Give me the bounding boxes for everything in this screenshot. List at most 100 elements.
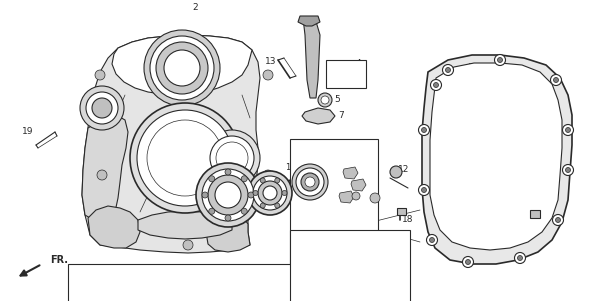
Text: 15: 15 <box>355 194 365 203</box>
Circle shape <box>418 125 430 135</box>
Circle shape <box>552 215 563 225</box>
Text: 13: 13 <box>264 57 276 67</box>
Circle shape <box>430 237 434 243</box>
Circle shape <box>253 176 287 210</box>
Polygon shape <box>397 208 406 215</box>
Circle shape <box>275 203 280 208</box>
Polygon shape <box>298 16 320 26</box>
Circle shape <box>210 136 254 180</box>
Circle shape <box>202 169 254 221</box>
Circle shape <box>494 54 506 66</box>
Bar <box>326 60 366 88</box>
Text: 11: 11 <box>345 153 355 162</box>
Circle shape <box>260 178 266 183</box>
Circle shape <box>248 171 292 215</box>
Text: 11: 11 <box>331 153 341 162</box>
Text: 5: 5 <box>334 95 340 104</box>
Circle shape <box>282 191 287 196</box>
Text: 6: 6 <box>299 17 304 26</box>
Text: 16: 16 <box>108 107 120 116</box>
Text: 4: 4 <box>356 58 362 67</box>
Polygon shape <box>422 55 572 264</box>
Circle shape <box>556 218 560 222</box>
Circle shape <box>86 92 118 124</box>
Circle shape <box>305 177 315 187</box>
Circle shape <box>144 30 220 106</box>
Circle shape <box>442 64 454 76</box>
Circle shape <box>445 67 451 73</box>
Circle shape <box>370 193 380 203</box>
Circle shape <box>296 168 324 196</box>
Text: 18: 18 <box>537 219 549 228</box>
Circle shape <box>292 164 328 200</box>
Circle shape <box>565 128 571 132</box>
Circle shape <box>550 75 562 85</box>
Circle shape <box>196 163 260 227</box>
Circle shape <box>418 185 430 196</box>
Circle shape <box>130 103 240 213</box>
Circle shape <box>497 57 503 63</box>
Circle shape <box>164 50 200 86</box>
Circle shape <box>209 208 215 214</box>
Circle shape <box>248 192 254 198</box>
Text: 21: 21 <box>222 206 234 215</box>
Circle shape <box>301 173 319 191</box>
Text: 2: 2 <box>192 4 198 13</box>
Circle shape <box>434 82 438 88</box>
Polygon shape <box>206 213 250 252</box>
Polygon shape <box>112 35 252 95</box>
Polygon shape <box>530 210 540 218</box>
Polygon shape <box>302 108 335 124</box>
Circle shape <box>215 182 241 208</box>
Text: 10: 10 <box>300 191 310 200</box>
Text: 3: 3 <box>467 64 473 73</box>
Circle shape <box>427 234 438 246</box>
Circle shape <box>565 167 571 172</box>
Circle shape <box>258 181 282 205</box>
Text: 17: 17 <box>290 151 300 160</box>
Circle shape <box>208 175 248 215</box>
Polygon shape <box>82 116 128 222</box>
Polygon shape <box>303 18 320 98</box>
Text: 9: 9 <box>371 181 376 190</box>
Text: 9: 9 <box>358 196 363 204</box>
Circle shape <box>263 186 277 200</box>
Circle shape <box>241 208 247 214</box>
Text: 20: 20 <box>264 203 276 213</box>
Text: 12: 12 <box>398 166 409 175</box>
Bar <box>290 230 410 301</box>
Circle shape <box>260 203 266 208</box>
Text: 19: 19 <box>22 128 34 136</box>
Polygon shape <box>343 167 358 179</box>
Circle shape <box>204 130 260 186</box>
Circle shape <box>156 42 208 94</box>
Circle shape <box>80 86 124 130</box>
Circle shape <box>562 165 573 175</box>
Circle shape <box>183 240 193 250</box>
Circle shape <box>263 70 273 80</box>
Circle shape <box>321 96 329 104</box>
Text: 14: 14 <box>367 207 377 216</box>
Circle shape <box>390 166 402 178</box>
Circle shape <box>137 110 233 206</box>
Polygon shape <box>88 206 140 248</box>
Circle shape <box>514 253 526 263</box>
Circle shape <box>553 77 559 82</box>
Circle shape <box>431 79 441 91</box>
Text: 11: 11 <box>300 210 310 219</box>
Circle shape <box>352 192 360 200</box>
Text: 9: 9 <box>368 163 373 172</box>
Polygon shape <box>138 211 232 239</box>
Circle shape <box>241 176 247 182</box>
Text: 8: 8 <box>305 228 311 237</box>
Circle shape <box>202 192 208 198</box>
Text: 11: 11 <box>286 163 296 172</box>
Circle shape <box>95 70 105 80</box>
Circle shape <box>150 36 214 100</box>
Text: FR.: FR. <box>50 255 68 265</box>
Bar <box>290 139 378 264</box>
Text: 7: 7 <box>338 111 344 120</box>
Circle shape <box>318 93 332 107</box>
Circle shape <box>275 178 280 183</box>
Polygon shape <box>339 191 354 203</box>
